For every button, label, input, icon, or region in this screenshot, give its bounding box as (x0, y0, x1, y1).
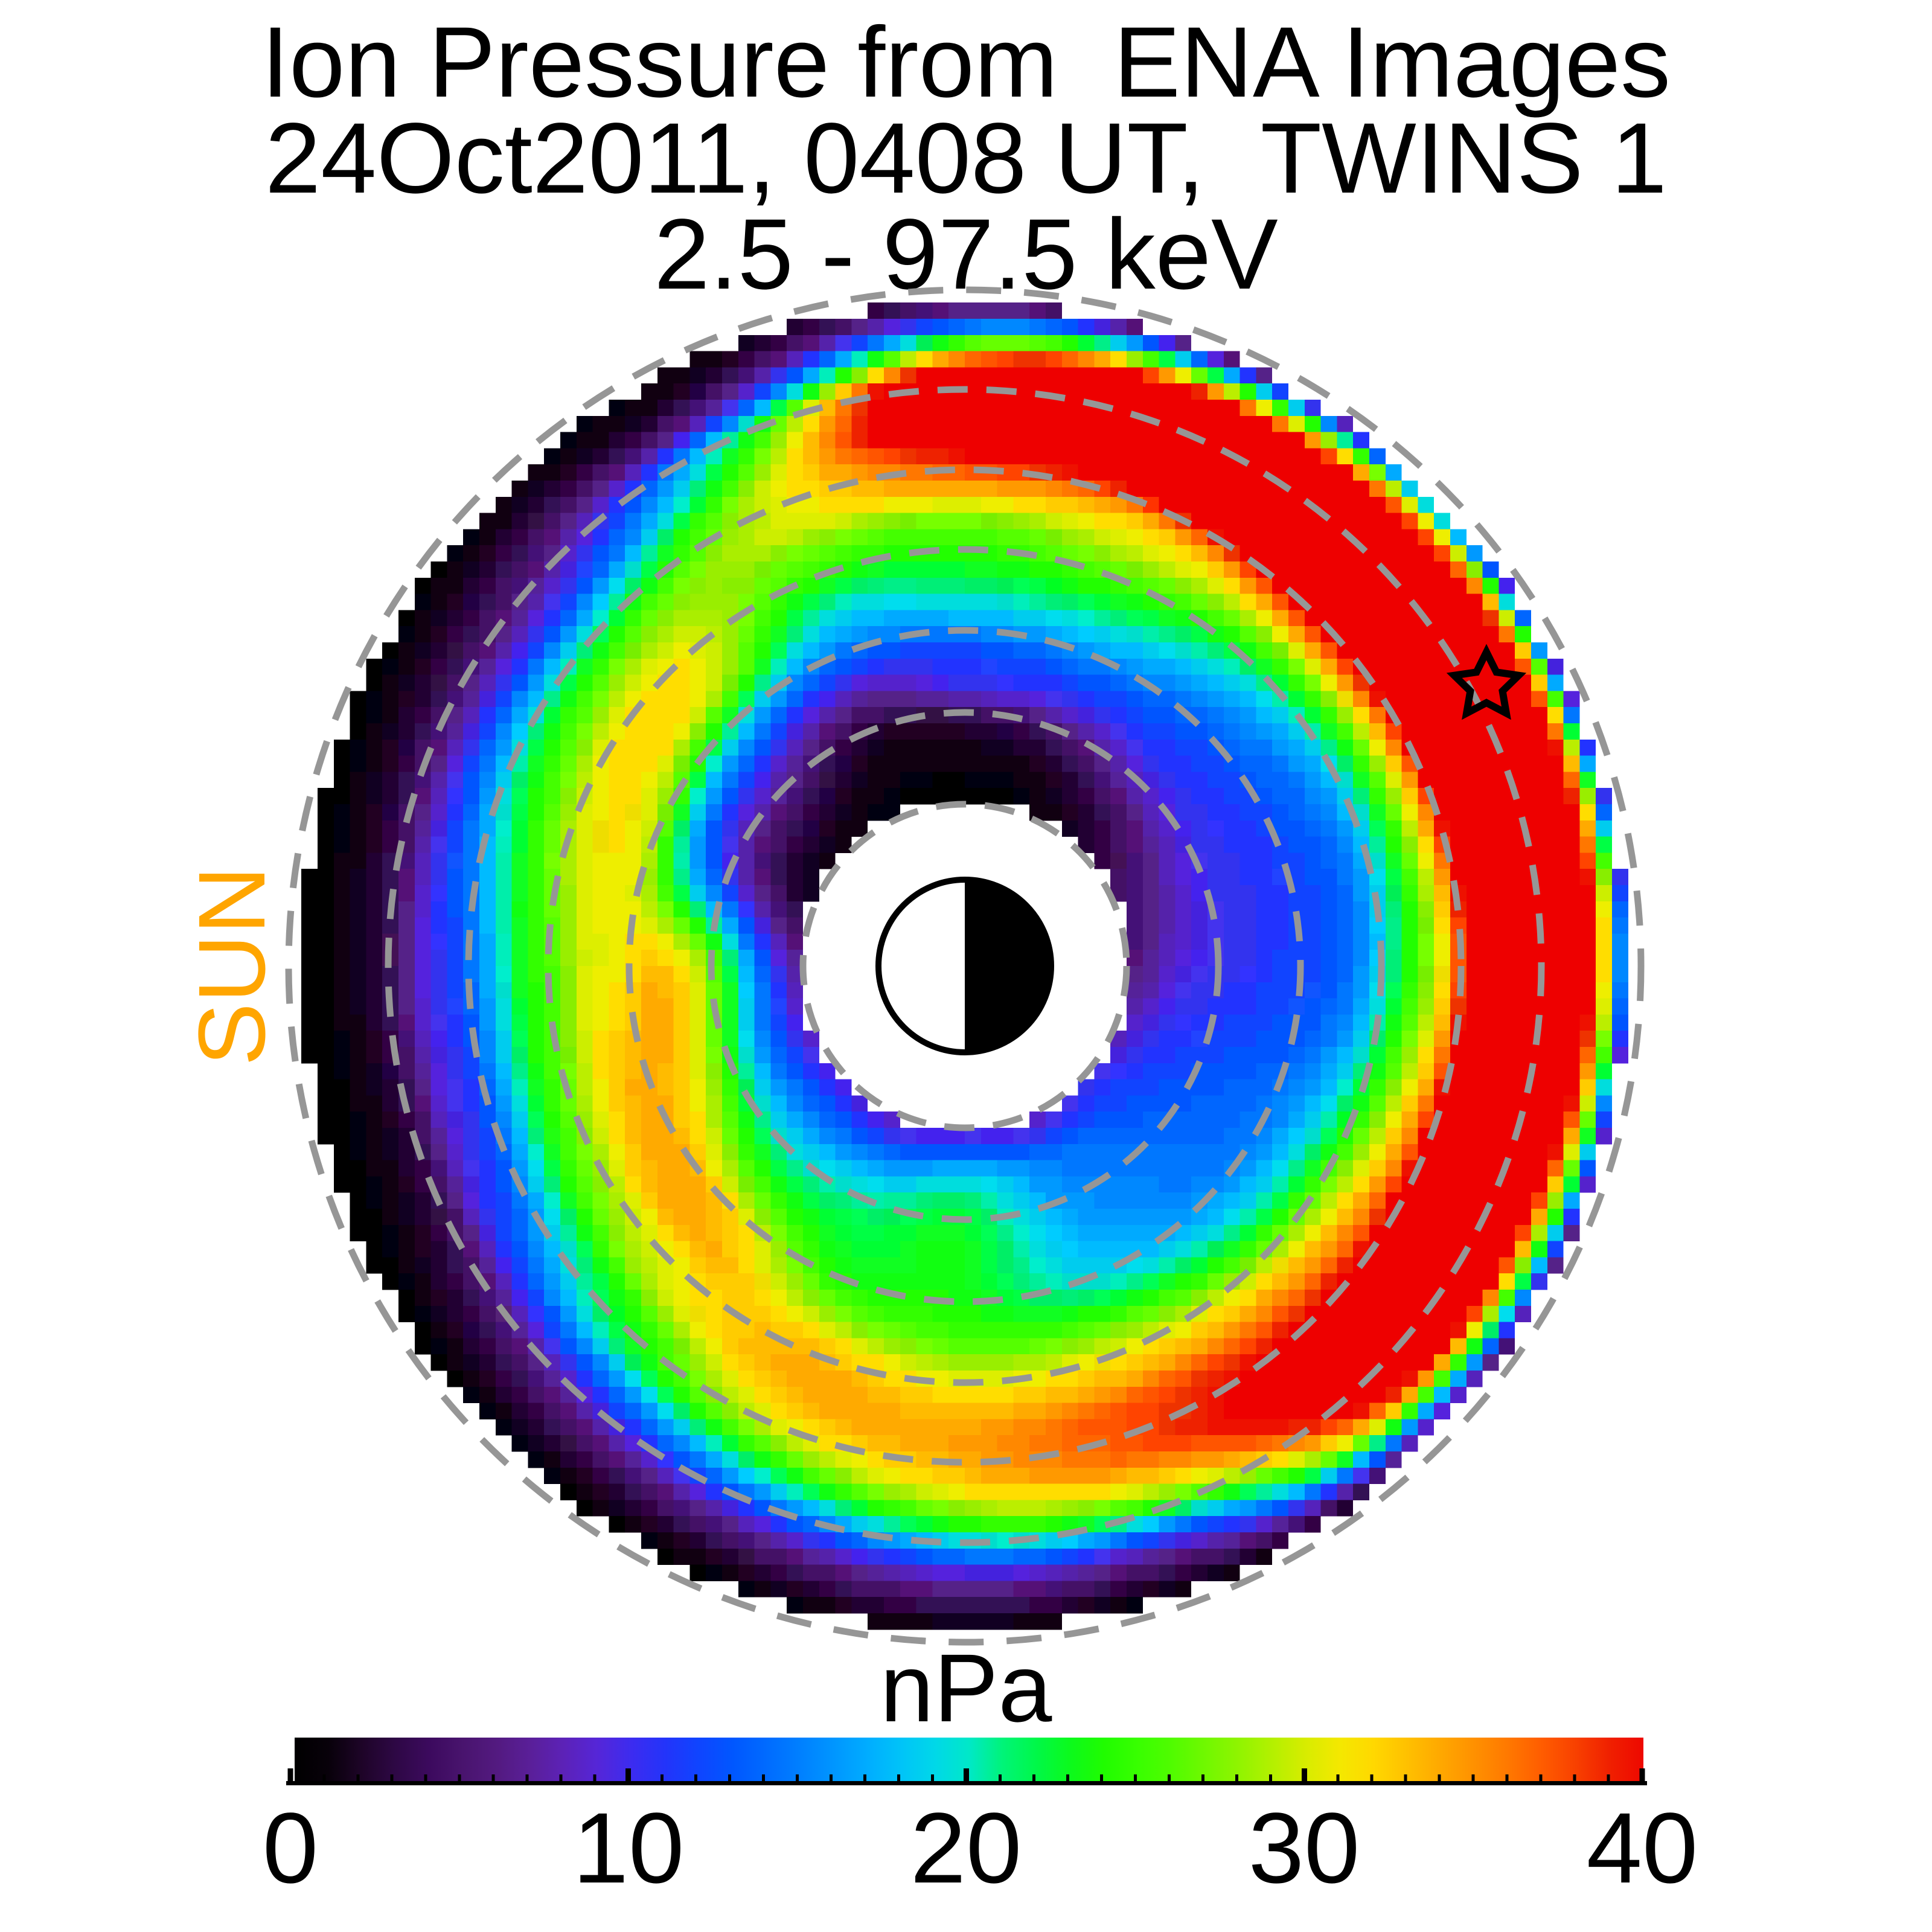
svg-text:SUN: SUN (179, 866, 285, 1066)
svg-text:10: 10 (573, 1793, 685, 1904)
svg-text:40: 40 (1587, 1793, 1698, 1904)
svg-text:2.5 - 97.5 keV: 2.5 - 97.5 keV (654, 199, 1278, 310)
svg-text:0: 0 (263, 1793, 318, 1904)
svg-text:nPa: nPa (880, 1634, 1052, 1742)
svg-text:30: 30 (1249, 1793, 1360, 1904)
svg-text:20: 20 (910, 1793, 1022, 1904)
svg-text:24Oct2011, 0408 UT, TWINS 1: 24Oct2011, 0408 UT, TWINS 1 (265, 103, 1667, 214)
svg-text:Ion Pressure from ENA Images: Ion Pressure from ENA Images (261, 7, 1671, 118)
